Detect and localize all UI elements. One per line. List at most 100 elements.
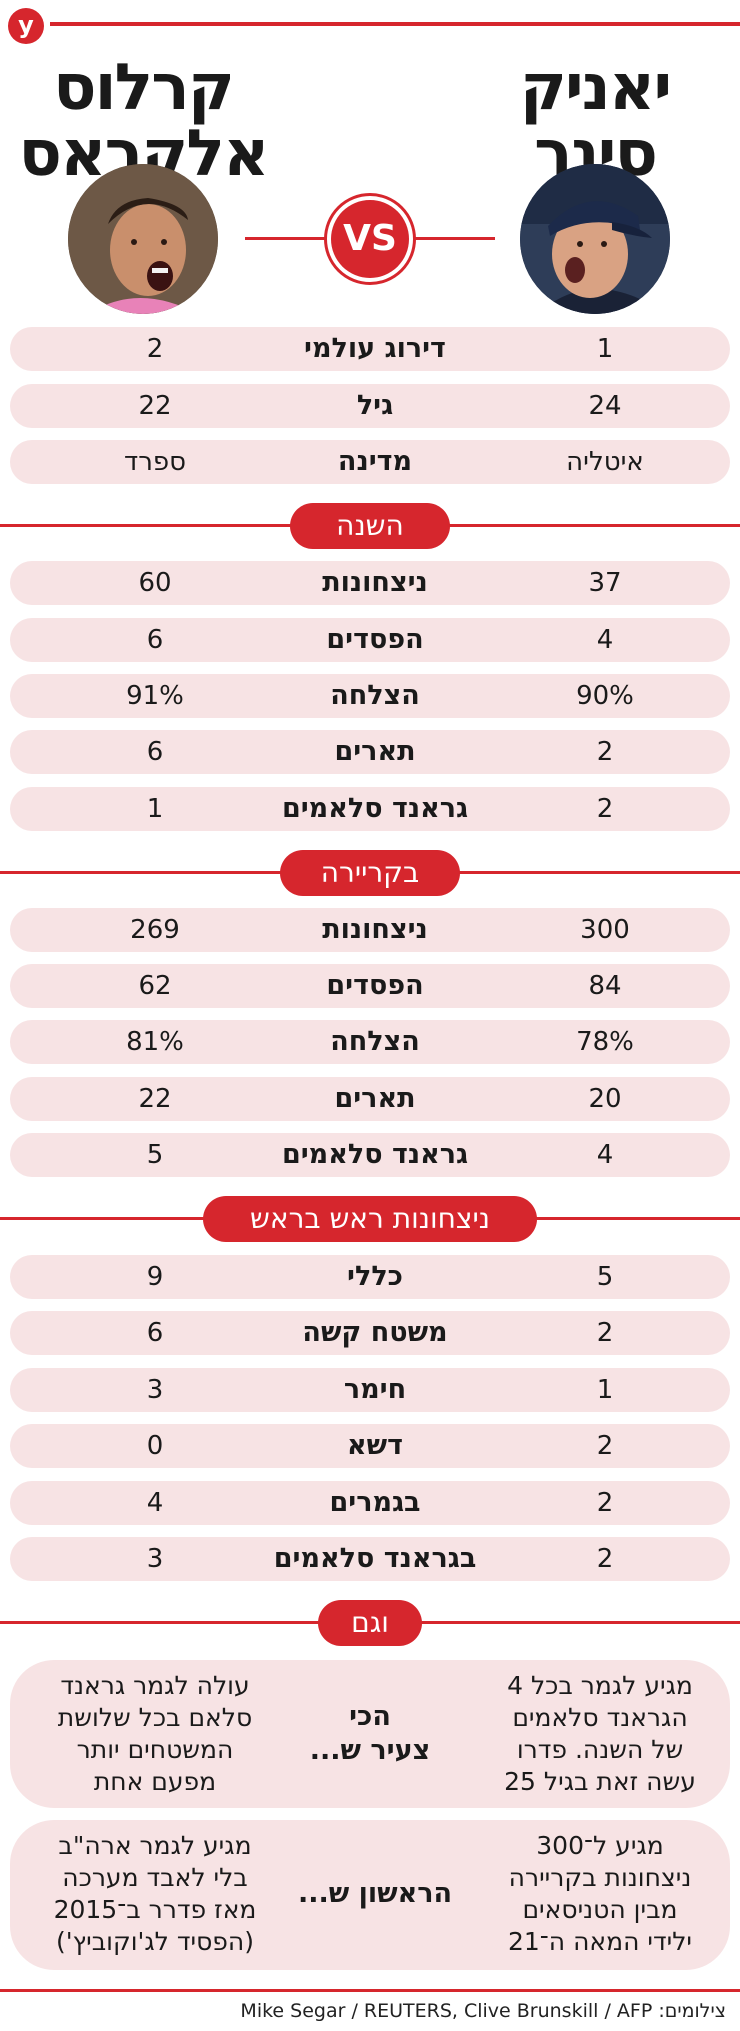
stat-label: בגמרים: [329, 1487, 421, 1518]
player1-value: 24: [588, 391, 622, 421]
player1-value: 4: [596, 625, 614, 655]
stat-row-hard-court: 2 משטח קשה 6: [10, 1311, 730, 1355]
player1-value: 2: [596, 737, 614, 767]
stat-row-grand-slams: 2 גראנד סלאמים 1: [10, 787, 730, 831]
fact-line: סלאם בכל שלושת: [57, 1703, 253, 1732]
player2-fact: מגיע לגמר ארה"ב בלי לאבד מערכה מאז פדרר …: [20, 1830, 290, 1958]
fact-row-youngest: מגיע לגמר בכל 4 הגראנד סלאמים של השנה. פ…: [10, 1660, 730, 1808]
vs-rule-left: [245, 237, 325, 240]
fact-line: מגיע ל־300: [536, 1831, 664, 1860]
player2-photo: [68, 164, 218, 314]
fact-line: ילידי המאה ה־21: [507, 1927, 693, 1956]
player1-value: איטליה: [566, 447, 644, 477]
player2-value: 4: [146, 1488, 164, 1518]
fact-line: המשטחים יותר: [76, 1735, 234, 1764]
stat-row-losses: 84 הפסדים 62: [10, 964, 730, 1008]
stat-label: חימר: [343, 1374, 407, 1405]
stat-row-titles: 20 תארים 22: [10, 1077, 730, 1121]
fact-label-line: צעיר ש...: [309, 1735, 431, 1766]
player2-value: 91%: [126, 681, 184, 711]
stat-row-grass: 2 דשא 0: [10, 1424, 730, 1468]
stat-label: הצלחה: [330, 1026, 420, 1057]
player2-value: 60: [138, 568, 172, 598]
stat-row-wins: 300 ניצחונות 269: [10, 908, 730, 952]
top-rule: [50, 22, 740, 26]
stat-label: בגראנד סלאמים: [273, 1543, 477, 1574]
player2-value: 81%: [126, 1027, 184, 1057]
stat-label: גיל: [356, 390, 394, 421]
player1-fact: מגיע לגמר בכל 4 הגראנד סלאמים של השנה. פ…: [480, 1670, 720, 1798]
stat-row-finals: 2 בגמרים 4: [10, 1481, 730, 1525]
player2-value: 5: [146, 1140, 164, 1170]
player1-value: 90%: [576, 681, 634, 711]
section-title: וגם: [318, 1600, 422, 1646]
stat-label: ניצחונות: [322, 567, 428, 598]
player1-photo: [520, 164, 670, 314]
fact-line: מאז פדרר ב־2015: [53, 1895, 257, 1924]
player2-value: 6: [146, 737, 164, 767]
stat-row-country: איטליה מדינה ספרד: [10, 440, 730, 484]
fact-label: הראשון ש...: [285, 1877, 465, 1911]
player1-fact: מגיע ל־300 ניצחונות בקריירה מבין הטניסאי…: [480, 1830, 720, 1958]
player2-name: קרלוס אלקראס: [18, 51, 269, 187]
player1-value: 20: [588, 1084, 622, 1114]
stat-row-win-rate: 90% הצלחה 91%: [10, 674, 730, 718]
fact-line: ניצחונות בקריירה: [508, 1863, 692, 1892]
fact-line: של השנה. פדרו: [516, 1735, 684, 1764]
fact-row-first: מגיע ל־300 ניצחונות בקריירה מבין הטניסאי…: [10, 1820, 730, 1970]
vs-badge: VS: [331, 200, 409, 278]
section-title: בקריירה: [280, 850, 460, 896]
player2-value: 62: [138, 971, 172, 1001]
player1-value: 2: [596, 1544, 614, 1574]
player2-fact: עולה לגמר גראנד סלאם בכל שלושת המשטחים י…: [20, 1670, 290, 1798]
player1-value: 1: [596, 1375, 614, 1405]
bottom-rule: [0, 1989, 740, 1992]
player2-value: 2: [146, 334, 164, 364]
player1-value: 2: [596, 1318, 614, 1348]
stat-row-losses: 4 הפסדים 6: [10, 618, 730, 662]
player1-value: 5: [596, 1262, 614, 1292]
stat-label: גראנד סלאמים: [281, 1139, 469, 1170]
stat-row-age: 24 גיל 22: [10, 384, 730, 428]
player2-first-name: קרלוס: [53, 51, 235, 125]
fact-line: מבין הטניסאים: [522, 1895, 678, 1924]
fact-line: מפעם אחת: [93, 1767, 217, 1796]
player2-value: 6: [146, 1318, 164, 1348]
player2-value: 22: [138, 391, 172, 421]
player2-value: ספרד: [124, 447, 186, 477]
fact-line: (הפסיד לג'וקוביץ'): [55, 1927, 254, 1956]
player1-value: 37: [588, 568, 622, 598]
player1-value: 2: [596, 1431, 614, 1461]
stat-label: תארים: [334, 736, 416, 767]
fact-label-line: הכי: [349, 1701, 391, 1732]
fact-line: עולה לגמר גראנד: [60, 1671, 250, 1700]
stat-label: גראנד סלאמים: [281, 793, 469, 824]
section-header-also: וגם: [0, 1600, 740, 1646]
player1-value: 1: [596, 334, 614, 364]
player1-value: 84: [588, 971, 622, 1001]
player1-name: יאניק סינר: [470, 55, 720, 187]
stat-row-grand-slams: 2 בגראנד סלאמים 3: [10, 1537, 730, 1581]
stat-label: דשא: [346, 1430, 403, 1461]
fact-line: בלי לאבד מערכה: [62, 1863, 248, 1892]
player1-value: 2: [596, 794, 614, 824]
player1-value: 300: [580, 915, 630, 945]
brand-logo: y: [8, 8, 44, 44]
fact-label-line: הראשון ש...: [297, 1878, 453, 1909]
stat-row-grand-slams: 4 גראנד סלאמים 5: [10, 1133, 730, 1177]
stat-label: הפסדים: [326, 624, 424, 655]
stat-label: תארים: [334, 1083, 416, 1114]
player1-first-name: יאניק: [519, 51, 672, 125]
fact-label: הכי צעיר ש...: [285, 1700, 455, 1768]
player2-value: 3: [146, 1544, 164, 1574]
section-header-year: השנה: [0, 503, 740, 549]
section-header-career: בקריירה: [0, 850, 740, 896]
player1-value: 4: [596, 1140, 614, 1170]
section-title: ניצחונות ראש בראש: [203, 1196, 537, 1242]
section-title: השנה: [290, 503, 450, 549]
photo-credit: צילומים: Mike Segar / REUTERS, Clive Bru…: [240, 2000, 726, 2022]
stat-row-win-rate: 78% הצלחה 81%: [10, 1020, 730, 1064]
player2-value: 1: [146, 794, 164, 824]
stat-row-overall: 5 כללי 9: [10, 1255, 730, 1299]
player2-value: 269: [130, 915, 180, 945]
